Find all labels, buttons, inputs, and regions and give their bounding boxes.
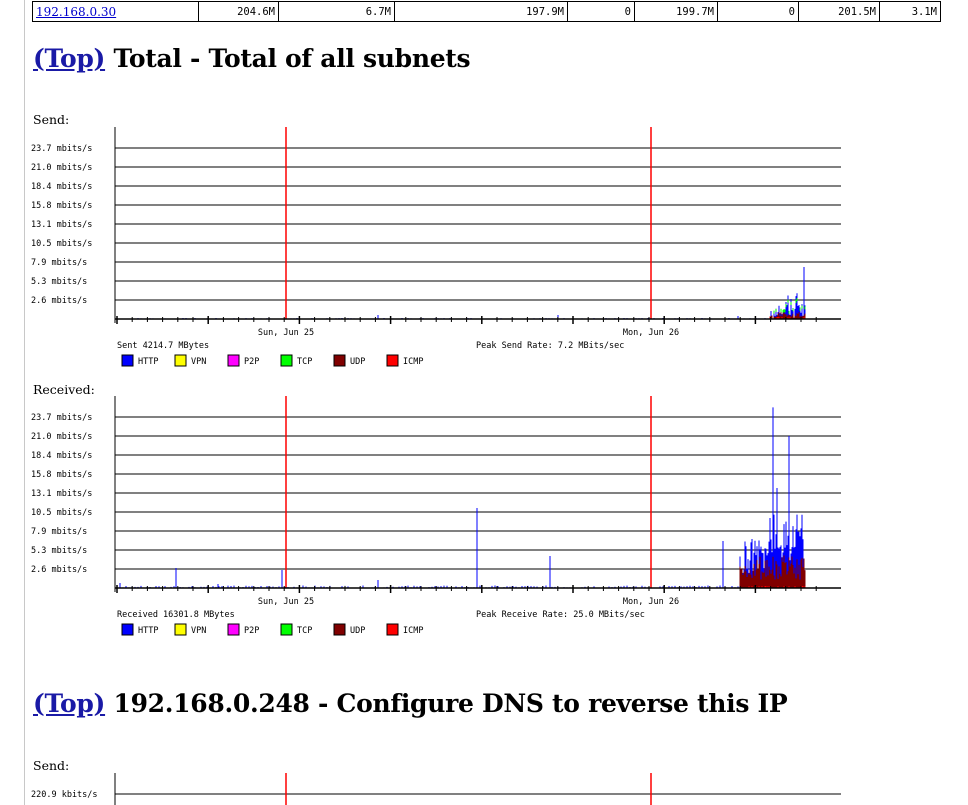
table-cell: 204.6M (198, 1, 279, 22)
section-title: 192.168.0.248 - Configure DNS to reverse… (113, 689, 788, 718)
y-tick-label: 23.7 mbits/s (31, 413, 92, 423)
section-heading-total: (Top) Total - Total of all subnets (33, 44, 471, 73)
legend-swatch-udp (333, 354, 346, 367)
table-cell: 0 (567, 1, 635, 22)
day-marker-label: Sun, Jun 25 (258, 328, 314, 338)
legend-swatch-p2p (227, 623, 240, 636)
legend-swatch-http (121, 623, 134, 636)
ip-cell: 192.168.0.30 (32, 1, 199, 22)
section-heading-host: (Top) 192.168.0.248 - Configure DNS to r… (33, 689, 788, 718)
legend-label-http: HTTP (138, 357, 158, 367)
y-tick-label: 21.0 mbits/s (31, 163, 92, 173)
y-tick-label: 7.9 mbits/s (31, 258, 87, 268)
y-tick-label: 23.7 mbits/s (31, 144, 92, 154)
table-cell: 199.7M (634, 1, 718, 22)
section-title: Total - Total of all subnets (113, 44, 471, 73)
y-tick-label: 18.4 mbits/s (31, 451, 92, 461)
y-tick-label: 15.8 mbits/s (31, 470, 92, 480)
top-link[interactable]: (Top) (33, 44, 106, 73)
y-tick-label: 7.9 mbits/s (31, 527, 87, 537)
page-left-border (24, 0, 25, 805)
y-tick-label: 15.8 mbits/s (31, 201, 92, 211)
y-tick-label: 13.1 mbits/s (31, 220, 92, 230)
day-marker-label: Mon, Jun 26 (623, 597, 679, 607)
total-bytes-label: Sent 4214.7 MBytes (117, 341, 209, 351)
legend-swatch-tcp (280, 354, 293, 367)
subnet-summary-row: 192.168.0.30 204.6M 6.7M 197.9M 0 199.7M… (32, 1, 941, 22)
legend-label-icmp: ICMP (403, 357, 423, 367)
table-cell: 201.5M (798, 1, 880, 22)
legend-label-icmp: ICMP (403, 626, 423, 636)
y-tick-label: 5.3 mbits/s (31, 546, 87, 556)
table-cell: 3.1M (879, 1, 941, 22)
legend-label-p2p: P2P (244, 626, 259, 636)
ip-link[interactable]: 192.168.0.30 (36, 4, 117, 19)
legend-swatch-tcp (280, 623, 293, 636)
y-tick-label: 10.5 mbits/s (31, 508, 92, 518)
y-tick-label: 5.3 mbits/s (31, 277, 87, 287)
y-tick-label: 13.1 mbits/s (31, 489, 92, 499)
send-label: Send: (33, 758, 70, 773)
send-label: Send: (33, 112, 70, 127)
table-row: 192.168.0.30 204.6M 6.7M 197.9M 0 199.7M… (32, 1, 941, 22)
host-send-graph: 220.9 kbits/s (31, 773, 841, 805)
legend-label-vpn: VPN (191, 357, 206, 367)
table-cell: 197.9M (394, 1, 568, 22)
received-label: Received: (33, 382, 95, 397)
y-tick-label: 220.9 kbits/s (31, 790, 98, 800)
legend-swatch-icmp (386, 354, 399, 367)
legend-label-vpn: VPN (191, 626, 206, 636)
table-cell: 6.7M (278, 1, 395, 22)
legend-label-tcp: TCP (297, 357, 312, 367)
y-tick-label: 18.4 mbits/s (31, 182, 92, 192)
legend-swatch-icmp (386, 623, 399, 636)
legend-label-udp: UDP (350, 357, 365, 367)
top-link[interactable]: (Top) (33, 689, 106, 718)
total-bytes-label: Received 16301.8 MBytes (117, 610, 235, 620)
day-marker-label: Mon, Jun 26 (623, 328, 679, 338)
peak-rate-label: Peak Send Rate: 7.2 MBits/sec (476, 341, 624, 351)
legend-swatch-p2p (227, 354, 240, 367)
received-graph: 23.7 mbits/s 21.0 mbits/s 18.4 mbits/s 15.8… (31, 396, 841, 636)
legend-swatch-udp (333, 623, 346, 636)
send-graph: 23.7 mbits/s 21.0 mbits/s 18.4 mbits/s 15.8… (31, 127, 841, 367)
day-marker-label: Sun, Jun 25 (258, 597, 314, 607)
legend-swatch-http (121, 354, 134, 367)
y-tick-label: 2.6 mbits/s (31, 296, 87, 306)
table-cell: 0 (717, 1, 799, 22)
legend-label-tcp: TCP (297, 626, 312, 636)
y-tick-label: 10.5 mbits/s (31, 239, 92, 249)
legend-label-udp: UDP (350, 626, 365, 636)
legend-label-p2p: P2P (244, 357, 259, 367)
y-tick-label: 2.6 mbits/s (31, 565, 87, 575)
legend-label-http: HTTP (138, 626, 158, 636)
y-tick-label: 21.0 mbits/s (31, 432, 92, 442)
legend-swatch-vpn (174, 623, 187, 636)
peak-rate-label: Peak Receive Rate: 25.0 MBits/sec (476, 610, 645, 620)
legend-swatch-vpn (174, 354, 187, 367)
